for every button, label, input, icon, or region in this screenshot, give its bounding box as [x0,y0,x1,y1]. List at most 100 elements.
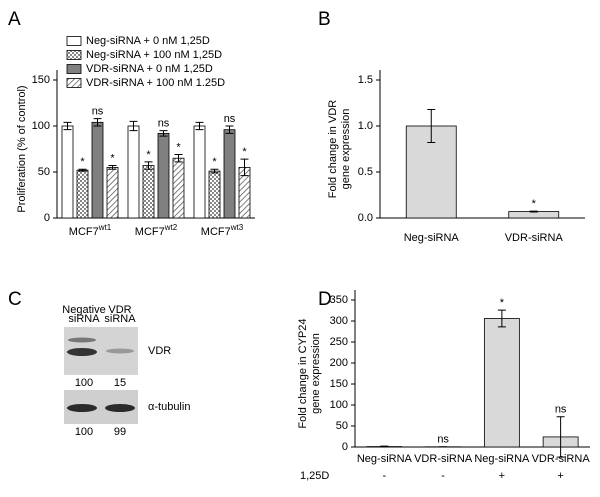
annotation: * [532,198,537,210]
error-bar [159,130,168,137]
bar [157,132,170,219]
annotation: ns [92,106,104,118]
lane-label: siRNA [104,313,136,325]
bar [106,166,119,219]
bar [142,165,155,219]
bar [193,125,206,219]
category-text: Neg-siRNA [357,453,413,465]
legend-label: Neg-siRNA + 100 nM 1,25D [86,49,222,61]
category-text: Neg-siRNA [474,453,530,465]
error-bar [93,118,102,127]
row-value: - [441,470,445,482]
panel-letter: B [318,9,331,30]
lane-label: Negative [62,304,105,316]
band-quantity: 100 [75,377,93,389]
blot-band [68,337,96,343]
band-quantity: 100 [75,426,93,438]
category-text: VDR-siRNA [414,453,473,465]
y-tick-label: 100 [330,399,348,411]
annotation: * [80,156,85,168]
blot-band [105,404,135,412]
row-value: + [557,470,563,482]
row-value: - [383,470,387,482]
annotation: ns [555,404,567,416]
category-superscript: wt3 [230,223,244,232]
annotation: * [212,156,217,168]
y-axis-label: Fold change in CYP24 [297,318,309,428]
blot-band [106,348,134,354]
bar [223,129,236,219]
y-tick-label: 100 [32,120,50,132]
annotation: ns [224,113,236,125]
bar [208,170,221,219]
error-bar [195,121,204,131]
y-axis-label: Fold change in VDR [327,100,339,198]
panel-letter: C [8,289,22,310]
category-superscript: wt2 [164,223,178,232]
band-quantity: 99 [114,426,126,438]
error-bar [380,445,389,448]
error-bar [78,168,87,172]
blot-band [67,404,97,412]
legend-swatch [66,78,82,88]
row-label: 1,25D [300,470,329,482]
panel-letter: A [8,9,21,30]
y-tick-label: 200 [330,357,348,369]
y-tick-label: 150 [32,74,50,86]
error-bar [556,416,565,458]
y-tick-label: 50 [336,420,348,432]
error-bar [144,161,153,170]
band-label: α-tubulin [148,401,190,413]
y-axis-label: gene expression [310,333,322,414]
category-superscript: wt1 [98,223,112,232]
y-tick-label: 0 [342,441,348,453]
y-axis-label: Proliferation (% of control) [16,85,28,212]
y-tick-label: 350 [330,294,348,306]
legend-label: VDR-siRNA + 100 nM 1.25D [86,77,225,89]
row-value: + [499,470,505,482]
bar [61,125,74,219]
error-bar [497,309,506,328]
bar [483,318,520,448]
error-bar [529,210,538,213]
legend-swatch [66,64,82,74]
bar [76,169,89,219]
y-axis-label: gene expression [340,109,352,190]
blot-band [67,348,97,356]
annotation: * [242,146,247,158]
category-text: MCF7 [69,226,99,238]
x-tick-label: MCF7wt3 [201,223,244,238]
x-tick-label: VDR-siRNA [532,453,591,465]
category-text: MCF7 [201,226,231,238]
bar [172,157,185,219]
error-bar [63,121,72,131]
x-tick-label: VDR-siRNA [505,232,564,244]
y-tick-label: 0 [44,212,50,224]
error-bar [174,154,183,163]
legend-swatch [66,50,82,60]
lane-label: siRNA [68,313,100,325]
y-tick-label: 300 [330,315,348,327]
y-tick-label: 1.0 [358,120,373,132]
bar [91,121,104,219]
annotation: * [110,152,115,164]
x-tick-label: Neg-siRNA [357,453,413,465]
annotation: * [500,297,505,309]
x-tick-label: Neg-siRNA [474,453,530,465]
y-tick-label: 1.5 [358,74,373,86]
error-bar [240,158,249,177]
annotation: * [176,141,181,153]
y-tick-label: 0.5 [358,166,373,178]
y-tick-label: 250 [330,336,348,348]
lane-label: VDR [108,304,131,316]
legend-label: Neg-siRNA + 0 nM 1,25D [86,35,210,47]
x-tick-label: VDR-siRNA [414,453,473,465]
annotation: ns [437,434,449,446]
error-bar [427,108,436,144]
category-text: VDR-siRNA [505,232,564,244]
annotation: ns [158,118,170,130]
error-bar [210,168,219,174]
band-quantity: 15 [114,377,126,389]
x-tick-label: Neg-siRNA [404,232,460,244]
